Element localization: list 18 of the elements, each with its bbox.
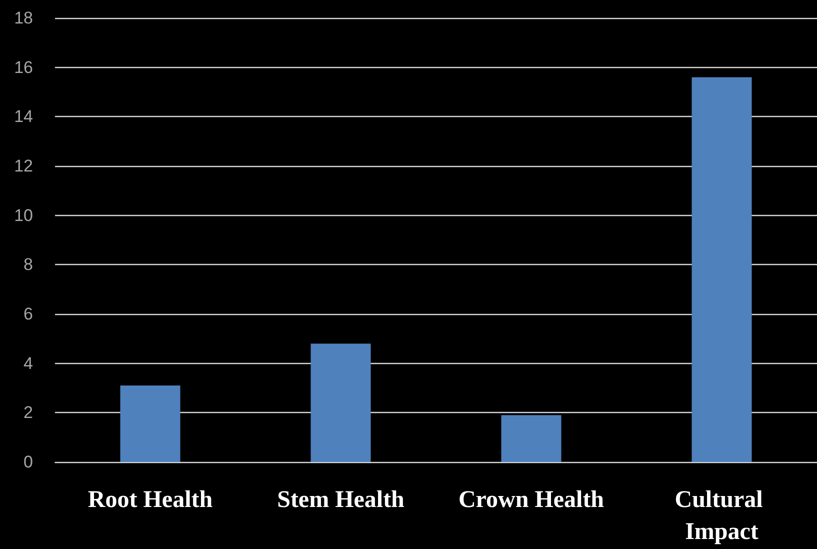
x-tick-label: Stem Health	[277, 487, 404, 513]
x-tick-label: Root Health	[88, 487, 213, 513]
x-tick-label: Crown Health	[458, 487, 604, 513]
y-tick-label: 0	[24, 452, 33, 472]
x-tick-label: Cultural Impact	[674, 487, 769, 545]
bar	[692, 77, 752, 462]
y-tick-label: 12	[14, 156, 33, 176]
y-tick-label: 18	[14, 8, 33, 28]
y-tick-label: 14	[14, 107, 33, 126]
bar	[120, 386, 180, 462]
y-tick-label: 8	[24, 255, 33, 274]
y-tick-label: 16	[14, 58, 33, 77]
bar	[501, 415, 562, 462]
y-tick-label: 4	[24, 354, 33, 373]
bar	[310, 344, 371, 462]
y-tick-label: 10	[14, 206, 33, 225]
y-tick-label: 6	[24, 304, 33, 324]
y-tick-label: 2	[24, 403, 33, 422]
